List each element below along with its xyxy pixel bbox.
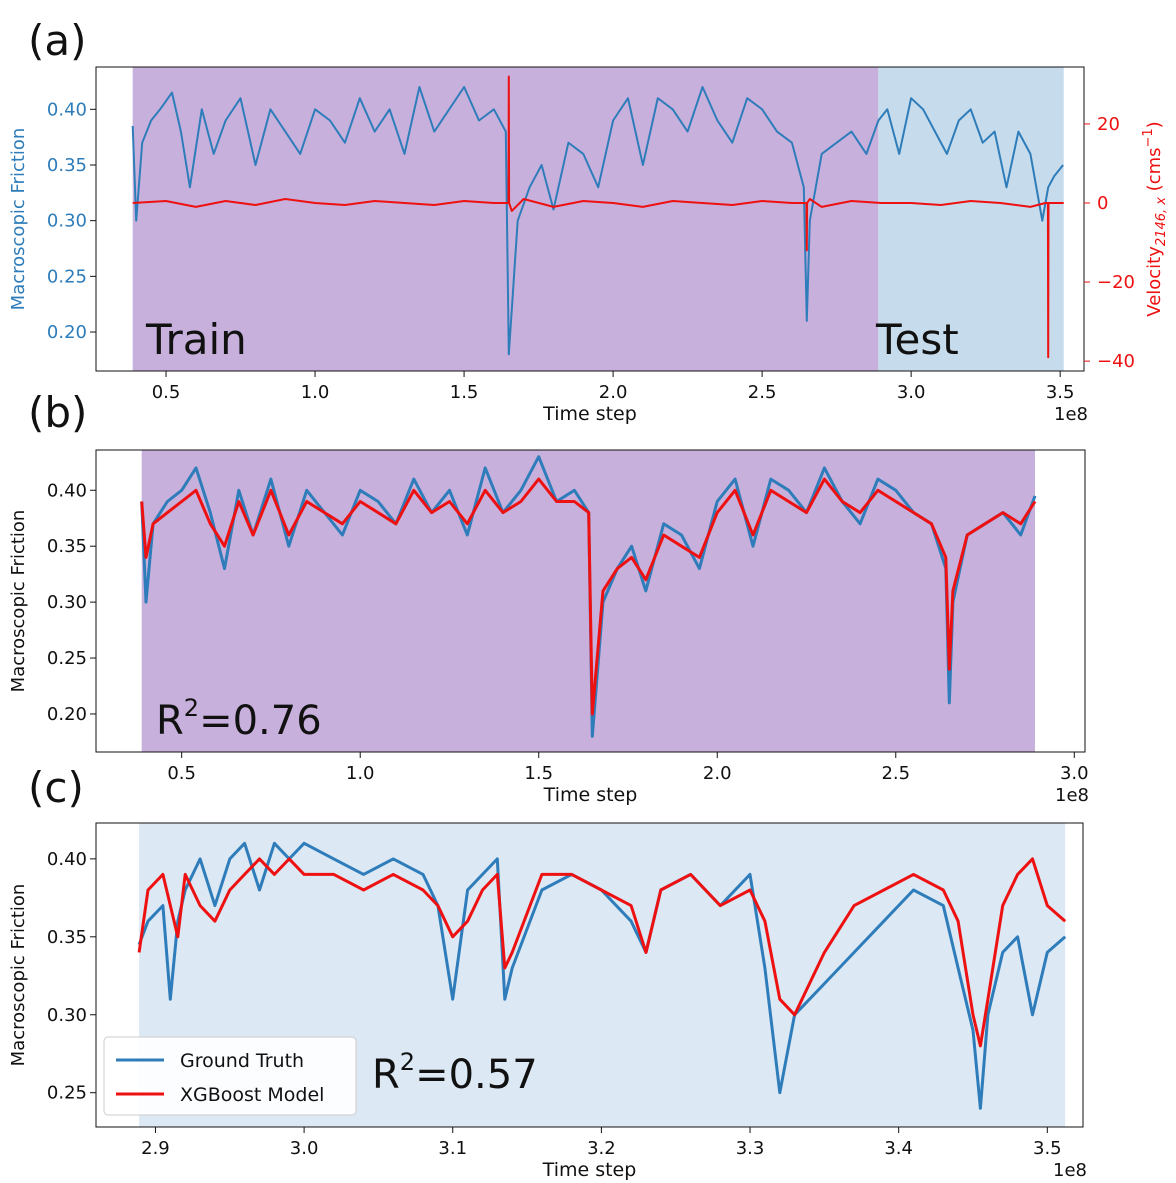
x-tick-label: 2.5 — [748, 382, 777, 403]
x-tick-label: 0.5 — [167, 763, 196, 784]
x-tick-label: 3.1 — [438, 1138, 467, 1159]
x-tick-label: 3.0 — [1060, 763, 1089, 784]
x-axis-offset-label: 1e8 — [1055, 785, 1089, 806]
y-tick-label: 0.25 — [47, 266, 87, 287]
panel-a-chart: 0.5 1.0 1.5 2.0 2.5 3.0 3.5 0.20 0.25 0.30 0.35 0.4… — [8, 66, 1169, 425]
y2-tick-label: 20 — [1097, 114, 1120, 135]
y-axis-label: Macroscopic Friction — [8, 128, 29, 311]
y-tick-label: 0.40 — [47, 99, 87, 120]
test-region-label: Test — [875, 315, 959, 364]
y-axis-label: Macroscopic Friction — [8, 884, 29, 1067]
x-tick-label: 0.5 — [152, 382, 181, 403]
x-tick-label: 2.9 — [141, 1138, 170, 1159]
x-tick-label: 3.4 — [884, 1138, 913, 1159]
y-tick-label: 0.35 — [47, 927, 87, 948]
y-tick-label: 0.25 — [47, 1083, 87, 1104]
train-region-label: Train — [145, 315, 247, 364]
x-tick-label: 3.0 — [897, 382, 926, 403]
r2-annotation-b: R2=0.76 — [156, 694, 322, 744]
y2-tick-label: −20 — [1097, 272, 1135, 293]
y2-axis-label: Velocity2146, x (cms−1) — [1141, 121, 1169, 316]
panel-b-letter: (b) — [28, 388, 87, 437]
x-tick-label: 3.5 — [1046, 382, 1075, 403]
panel-a-letter: (a) — [28, 16, 87, 65]
x-tick-label: 3.3 — [736, 1138, 765, 1159]
y2-tick-label: 0 — [1097, 193, 1108, 214]
panel-c-chart: 2.9 3.0 3.1 3.2 3.3 3.4 3.5 0.25 0.30 0.35 0.40 Tim… — [8, 822, 1087, 1181]
x-tick-label: 2.5 — [881, 763, 910, 784]
x-tick-label: 2.0 — [703, 763, 732, 784]
series-line-xgboost-model — [137, 857, 1067, 1048]
x-tick-label: 1.5 — [524, 763, 553, 784]
x-tick-label: 1.0 — [301, 382, 330, 403]
series-line-ground-truth — [137, 841, 1067, 1110]
y-tick-label: 0.35 — [47, 536, 87, 557]
x-axis-label: Time step — [542, 403, 637, 425]
y2-tick-label: −40 — [1097, 351, 1135, 372]
x-axis-label: Time step — [542, 1159, 637, 1181]
y-tick-label: 0.20 — [47, 322, 87, 343]
legend-label-ground-truth: Ground Truth — [180, 1050, 304, 1072]
x-tick-label: 3.2 — [587, 1138, 616, 1159]
x-tick-label: 1.0 — [346, 763, 375, 784]
y-tick-label: 0.30 — [47, 1005, 87, 1026]
shaded-region-test — [878, 67, 1064, 371]
shaded-region-train — [132, 67, 879, 371]
y-tick-label: 0.40 — [47, 849, 87, 870]
y-tick-label: 0.35 — [47, 155, 87, 176]
x-axis-offset-label: 1e8 — [1053, 1160, 1087, 1181]
x-tick-label: 3.0 — [290, 1138, 319, 1159]
r2-annotation-c: R2=0.57 — [372, 1048, 538, 1098]
axes-frame — [95, 822, 1084, 1128]
x-tick-label: 2.0 — [599, 382, 628, 403]
legend: Ground Truth XGBoost Model — [103, 1036, 357, 1116]
shaded-region-0 — [141, 450, 1036, 752]
x-tick-label: 1.5 — [450, 382, 479, 403]
y-tick-label: 0.30 — [47, 211, 87, 232]
panel-c-letter: (c) — [28, 763, 84, 812]
axes-frame — [95, 66, 1085, 372]
legend-label-xgboost: XGBoost Model — [180, 1084, 324, 1106]
y-tick-label: 0.25 — [47, 648, 87, 669]
series-line-velocity — [132, 75, 1064, 359]
y-tick-label: 0.30 — [47, 592, 87, 613]
y-axis-label: Macroscopic Friction — [8, 510, 29, 693]
y-tick-label: 0.20 — [47, 704, 87, 725]
series-line-velocity — [140, 477, 1037, 716]
x-tick-label: 3.5 — [1033, 1138, 1062, 1159]
x-axis-offset-label: 1e8 — [1054, 404, 1088, 425]
x-axis-label: Time step — [543, 784, 638, 806]
y-tick-label: 0.40 — [47, 480, 87, 501]
panel-b-chart: 0.5 1.0 1.5 2.0 2.5 3.0 0.20 0.25 0.30 0.35 0.40 Ti… — [8, 449, 1089, 806]
series-line-friction — [131, 86, 1064, 356]
axes-frame — [95, 449, 1086, 753]
